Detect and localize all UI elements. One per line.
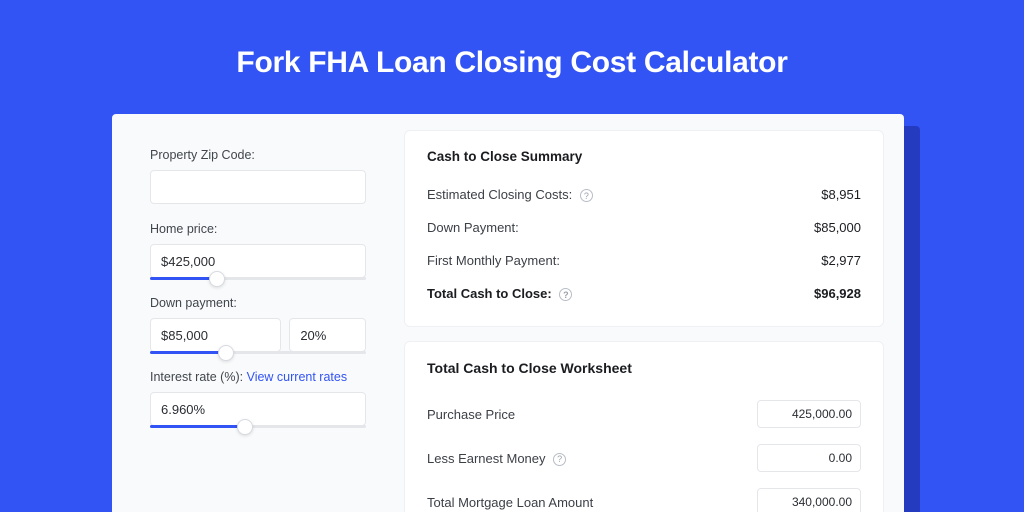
summary-row-first-payment: First Monthly Payment: $2,977 (427, 244, 861, 277)
zip-input[interactable] (150, 170, 366, 204)
page-title: Fork FHA Loan Closing Cost Calculator (0, 0, 1024, 80)
interest-rate-field: Interest rate (%): View current rates (150, 370, 366, 426)
inputs-column: Property Zip Code: Home price: Down paym… (112, 114, 390, 512)
worksheet-label: Total Mortgage Loan Amount (427, 495, 593, 510)
interest-rate-label: Interest rate (%): View current rates (150, 370, 366, 384)
home-price-field: Home price: (150, 222, 366, 278)
summary-value: $85,000 (814, 220, 861, 235)
summary-row-total: Total Cash to Close: ? $96,928 (427, 277, 861, 310)
worksheet-input-purchase-price[interactable] (757, 400, 861, 428)
summary-value: $8,951 (821, 187, 861, 202)
down-payment-pct-input[interactable] (289, 318, 366, 352)
home-price-slider-fill (150, 277, 217, 280)
summary-value: $2,977 (821, 253, 861, 268)
summary-row-closing-costs: Estimated Closing Costs: ? $8,951 (427, 178, 861, 211)
worksheet-row-mortgage-amount: Total Mortgage Loan Amount (427, 480, 861, 512)
summary-label: Estimated Closing Costs: ? (427, 187, 593, 202)
worksheet-row-purchase-price: Purchase Price (427, 392, 861, 436)
down-payment-label: Down payment: (150, 296, 366, 310)
page-background: Fork FHA Loan Closing Cost Calculator Pr… (0, 0, 1024, 512)
zip-label: Property Zip Code: (150, 148, 366, 162)
home-price-slider-wrap (150, 244, 366, 278)
help-icon[interactable]: ? (580, 189, 593, 202)
worksheet-box: Total Cash to Close Worksheet Purchase P… (404, 341, 884, 512)
interest-rate-input[interactable] (150, 392, 366, 426)
worksheet-title: Total Cash to Close Worksheet (427, 360, 861, 376)
worksheet-label: Purchase Price (427, 407, 515, 422)
help-icon[interactable]: ? (553, 453, 566, 466)
summary-label: Down Payment: (427, 220, 519, 235)
down-payment-input[interactable] (150, 318, 281, 352)
worksheet-input-earnest-money[interactable] (757, 444, 861, 472)
worksheet-label: Less Earnest Money ? (427, 451, 566, 466)
worksheet-row-earnest-money: Less Earnest Money ? (427, 436, 861, 480)
help-icon[interactable]: ? (559, 288, 572, 301)
home-price-input[interactable] (150, 244, 366, 278)
home-price-label: Home price: (150, 222, 366, 236)
calculator-card: Property Zip Code: Home price: Down paym… (112, 114, 904, 512)
interest-rate-slider-wrap (150, 392, 366, 426)
summary-row-down-payment: Down Payment: $85,000 (427, 211, 861, 244)
interest-rate-slider-fill (150, 425, 245, 428)
down-payment-slider-thumb[interactable] (218, 345, 234, 361)
summary-label: First Monthly Payment: (427, 253, 560, 268)
results-column: Cash to Close Summary Estimated Closing … (390, 114, 904, 512)
home-price-slider-thumb[interactable] (209, 271, 225, 287)
summary-label: Total Cash to Close: ? (427, 286, 572, 301)
interest-rate-slider-thumb[interactable] (237, 419, 253, 435)
view-rates-link[interactable]: View current rates (247, 370, 348, 384)
down-payment-slider-fill (150, 351, 226, 354)
summary-box: Cash to Close Summary Estimated Closing … (404, 130, 884, 327)
down-payment-field: Down payment: (150, 296, 366, 352)
zip-field: Property Zip Code: (150, 148, 366, 204)
summary-value: $96,928 (814, 286, 861, 301)
summary-title: Cash to Close Summary (427, 149, 861, 164)
down-payment-slider-wrap (150, 318, 366, 352)
interest-rate-label-text: Interest rate (%): (150, 370, 243, 384)
worksheet-input-mortgage-amount[interactable] (757, 488, 861, 512)
